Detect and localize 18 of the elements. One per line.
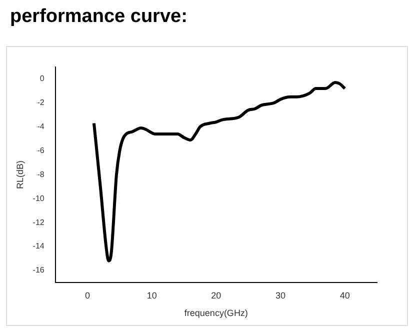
x-tick-label: 0 [85, 290, 90, 300]
y-tick-label: -12 [32, 218, 45, 227]
y-tick-label: 0 [40, 74, 45, 84]
y-tick-label: -6 [37, 146, 45, 155]
x-tick-label: 20 [211, 290, 222, 300]
y-tick-label: -8 [37, 170, 45, 179]
y-tick-label: -14 [32, 242, 45, 251]
chart-title: performance curve: [10, 6, 188, 29]
y-tick-label: -16 [32, 266, 45, 275]
y-tick-label: -4 [37, 122, 45, 132]
y-tick-label: -10 [32, 194, 45, 203]
x-tick-label: 40 [340, 290, 350, 300]
x-tick-label: 10 [146, 290, 157, 300]
x-tick-label: 30 [276, 290, 286, 300]
line-series [92, 81, 346, 262]
y-tick-label: -2 [37, 98, 45, 108]
y-axis-title: RL(dB) [14, 160, 25, 189]
x-axis-title: frequency(GHz) [184, 308, 248, 318]
